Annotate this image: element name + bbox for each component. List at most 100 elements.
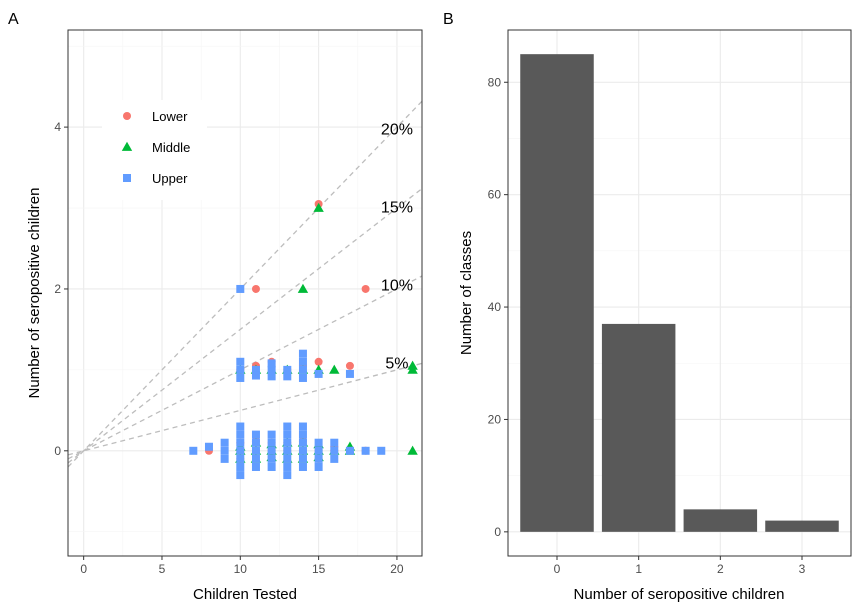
reference-line xyxy=(67,275,423,460)
point-upper xyxy=(236,284,245,293)
point-lower xyxy=(361,284,370,293)
point-upper xyxy=(330,438,339,447)
bar-2 xyxy=(683,509,758,532)
point-upper xyxy=(251,365,260,374)
point-upper xyxy=(236,454,245,463)
x-tick-label: 1 xyxy=(635,562,642,576)
point-upper xyxy=(251,454,260,463)
x-tick-label: 20 xyxy=(390,562,404,576)
point-upper xyxy=(236,438,245,447)
panel-b-border xyxy=(507,29,852,557)
legend-key-middle xyxy=(121,141,133,151)
legend-label-middle: Middle xyxy=(152,140,190,155)
point-upper xyxy=(236,357,245,366)
point-upper xyxy=(330,454,339,463)
point-lower xyxy=(345,361,354,370)
panel-b-bars xyxy=(520,54,839,532)
panel-a-points xyxy=(189,199,418,480)
point-middle xyxy=(297,283,309,293)
bar-3 xyxy=(765,520,839,532)
panel-b: 0 1 2 3 0 20 40 60 80 Number of seropositive ch… xyxy=(458,29,852,603)
point-middle xyxy=(407,364,418,374)
point-upper xyxy=(298,438,307,447)
point-upper xyxy=(267,359,276,368)
point-upper xyxy=(314,446,323,455)
point-upper xyxy=(298,454,307,463)
panel-b-x-axis-title: Number of seropositive children xyxy=(574,586,785,603)
point-upper xyxy=(236,422,245,431)
point-upper xyxy=(314,438,323,447)
point-upper xyxy=(283,462,292,471)
point-upper xyxy=(251,462,260,471)
y-tick-label: 4 xyxy=(54,120,61,134)
x-tick-label: 15 xyxy=(312,562,326,576)
panel-a-tag: A xyxy=(8,11,19,28)
point-middle xyxy=(407,445,418,455)
point-upper xyxy=(189,446,198,455)
point-upper xyxy=(267,446,276,455)
panel-a-legend: Lower Middle Upper xyxy=(102,100,207,200)
point-upper xyxy=(236,373,245,382)
point-middle xyxy=(313,202,324,212)
point-upper xyxy=(220,454,229,463)
panel-a: 20% 15% 10% 5% 0 5 10 15 20 0 2 4 Lower Middle Uppe… xyxy=(26,29,423,603)
x-tick-label: 0 xyxy=(554,562,561,576)
point-upper xyxy=(330,446,339,455)
point-upper xyxy=(267,365,276,374)
panel-a-x-ticks: 0 5 10 15 20 xyxy=(80,556,404,576)
y-tick-label: 80 xyxy=(488,75,502,89)
x-tick-label: 5 xyxy=(159,562,166,576)
point-upper xyxy=(314,462,323,471)
point-upper xyxy=(251,371,260,380)
point-lower xyxy=(314,357,323,366)
point-upper xyxy=(298,422,307,431)
legend-label-upper: Upper xyxy=(152,171,188,186)
point-upper xyxy=(283,430,292,439)
x-tick-label: 10 xyxy=(234,562,248,576)
point-upper xyxy=(283,438,292,447)
x-tick-label: 3 xyxy=(799,562,806,576)
point-upper xyxy=(251,430,260,439)
reference-line xyxy=(67,362,423,456)
point-upper xyxy=(298,357,307,366)
x-tick-label: 0 xyxy=(80,562,87,576)
point-upper xyxy=(267,438,276,447)
point-upper xyxy=(283,454,292,463)
panel-b-y-axis-title: Number of classes xyxy=(458,231,475,355)
y-tick-label: 60 xyxy=(488,188,502,202)
point-upper xyxy=(345,369,354,378)
panel-a-y-ticks: 0 2 4 xyxy=(54,120,68,458)
point-upper xyxy=(204,442,213,451)
point-upper xyxy=(298,446,307,455)
panel-a-reference-lines: 20% 15% 10% 5% xyxy=(67,100,423,468)
point-upper xyxy=(236,365,245,374)
point-upper xyxy=(267,462,276,471)
point-upper xyxy=(298,462,307,471)
reference-line-label: 5% xyxy=(385,356,408,373)
point-upper xyxy=(236,430,245,439)
reference-line-label: 10% xyxy=(381,278,413,295)
point-upper xyxy=(298,430,307,439)
point-upper xyxy=(361,446,370,455)
point-upper xyxy=(314,454,323,463)
reference-line-label: 15% xyxy=(381,199,413,216)
point-upper xyxy=(267,430,276,439)
point-upper xyxy=(220,438,229,447)
point-upper xyxy=(236,471,245,480)
panel-b-x-ticks: 0 1 2 3 xyxy=(554,556,806,576)
legend-key-lower xyxy=(123,112,131,120)
x-tick-label: 2 xyxy=(717,562,724,576)
reference-line xyxy=(67,188,423,464)
point-upper xyxy=(267,454,276,463)
point-upper xyxy=(236,446,245,455)
point-upper xyxy=(251,446,260,455)
point-lower xyxy=(251,284,260,293)
legend-background xyxy=(102,100,207,200)
y-tick-label: 40 xyxy=(488,300,502,314)
bar-0 xyxy=(520,54,594,532)
panel-a-x-axis-title: Children Tested xyxy=(193,586,297,603)
y-tick-label: 0 xyxy=(494,525,501,539)
panel-b-tag: B xyxy=(443,11,454,28)
bar-1 xyxy=(601,323,676,532)
panel-b-y-ticks: 0 20 40 60 80 xyxy=(488,75,508,539)
